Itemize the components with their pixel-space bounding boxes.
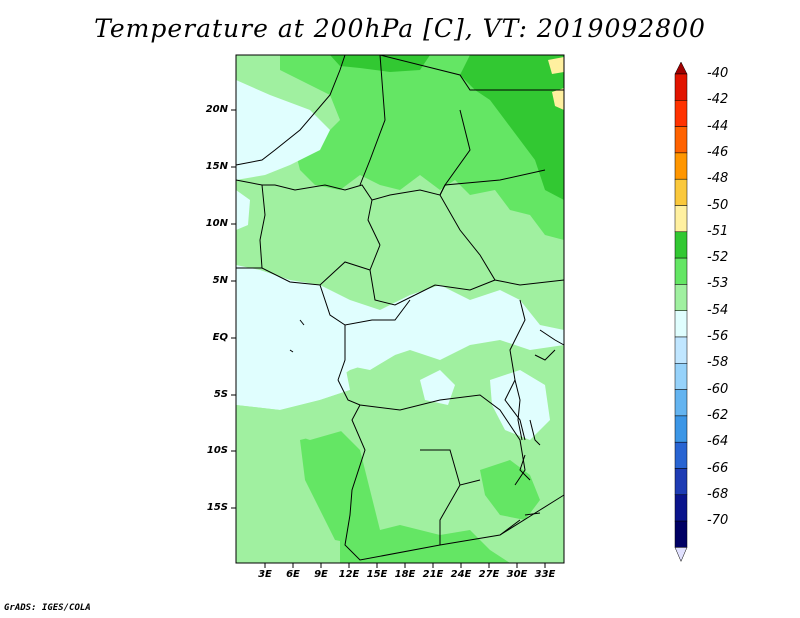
colorbar-swatch xyxy=(674,310,688,338)
lat-label-15s: 15S xyxy=(206,502,228,513)
field-minus50-spot1 xyxy=(548,57,564,74)
colorbar-swatch xyxy=(674,494,688,522)
colorbar-swatch xyxy=(674,520,688,548)
colorbar-bottom-arrow xyxy=(674,547,688,563)
field-minus54-center4 xyxy=(460,300,500,335)
lon-label-12e: 12E xyxy=(338,569,360,580)
field-minus52-southwest xyxy=(300,430,380,545)
field-minus53-west xyxy=(236,390,350,440)
lat-label-10n: 10N xyxy=(205,218,228,229)
colorbar-label: -58 xyxy=(707,355,729,371)
chart-title: Temperature at 200hPa [C], VT: 201909280… xyxy=(94,14,706,43)
colorbar-label: -46 xyxy=(707,144,729,160)
lon-label-6e: 6E xyxy=(286,569,300,580)
field-minus51-n xyxy=(330,55,430,72)
lon-label-9e: 9E xyxy=(314,569,328,580)
colorbar-swatch xyxy=(674,336,688,364)
lat-label-eq: EQ xyxy=(212,332,228,343)
colorbar-label: -51 xyxy=(707,223,729,239)
lon-label-18e: 18E xyxy=(394,569,416,580)
colorbar-swatch xyxy=(674,441,688,469)
colorbar-swatch xyxy=(674,178,688,206)
colorbar-label: -40 xyxy=(707,66,729,81)
colorbar-swatch xyxy=(674,284,688,311)
colorbar-swatch xyxy=(674,363,688,390)
lon-label-15e: 15E xyxy=(366,569,388,580)
lon-label-33e: 33E xyxy=(534,569,556,580)
field-minus54-west xyxy=(236,190,250,230)
lat-label-10s: 10S xyxy=(206,445,228,456)
lon-label-3e: 3E xyxy=(258,569,272,580)
lat-label-15n: 15N xyxy=(205,161,228,172)
colorbar-swatch xyxy=(674,468,688,496)
colorbar-label: -42 xyxy=(707,92,729,108)
lat-label-5n: 5N xyxy=(212,275,228,286)
lon-label-21e: 21E xyxy=(422,569,444,580)
colorbar-label: -60 xyxy=(707,381,729,397)
colorbar-swatch xyxy=(674,257,688,285)
field-minus54-center1 xyxy=(420,370,455,405)
colorbar-label: -53 xyxy=(707,276,729,292)
colorbar-swatch xyxy=(674,205,688,233)
colorbar-swatch xyxy=(674,100,688,127)
colorbar-swatch xyxy=(674,415,688,443)
colorbar-swatch xyxy=(674,152,688,180)
temperature-field xyxy=(236,55,564,563)
field-minus50-spot2 xyxy=(552,88,564,110)
field-minus54-gulf xyxy=(236,280,350,410)
colorbar-label: -70 xyxy=(707,513,729,529)
colorbar-swatch xyxy=(674,126,688,154)
grads-credit: GrADS: IGES/COLA xyxy=(4,603,91,613)
colorbar-label: -50 xyxy=(707,197,729,213)
lat-label-20n: 20N xyxy=(205,104,228,115)
colorbar-label: -52 xyxy=(707,250,729,266)
field-minus54-nw xyxy=(236,80,330,180)
colorbar-label: -64 xyxy=(707,434,729,450)
field-minus54-center3 xyxy=(330,320,395,370)
map-frame xyxy=(235,54,565,564)
colorbar-label: -44 xyxy=(707,118,729,134)
field-minus51-ne xyxy=(460,55,564,200)
colorbar-label: -62 xyxy=(707,407,729,423)
colorbar-label: -54 xyxy=(707,302,729,318)
colorbar-top-arrow xyxy=(674,61,688,75)
colorbar-label: -48 xyxy=(707,171,729,187)
lon-label-30e: 30E xyxy=(506,569,528,580)
lat-label-5s: 5S xyxy=(213,389,228,400)
axis-ticks xyxy=(231,109,546,568)
colorbar-label: -66 xyxy=(707,460,729,476)
field-minus52-southcentral xyxy=(340,525,510,563)
colorbar-swatch xyxy=(674,231,688,259)
colorbar-label: -68 xyxy=(707,486,729,502)
colorbar xyxy=(674,61,688,563)
lakes xyxy=(289,319,541,516)
colorbar-label: -56 xyxy=(707,329,729,344)
colorbar-swatch xyxy=(674,73,688,101)
colorbar-swatch xyxy=(674,389,688,417)
lon-label-27e: 27E xyxy=(478,569,500,580)
lon-label-24e: 24E xyxy=(450,569,472,580)
